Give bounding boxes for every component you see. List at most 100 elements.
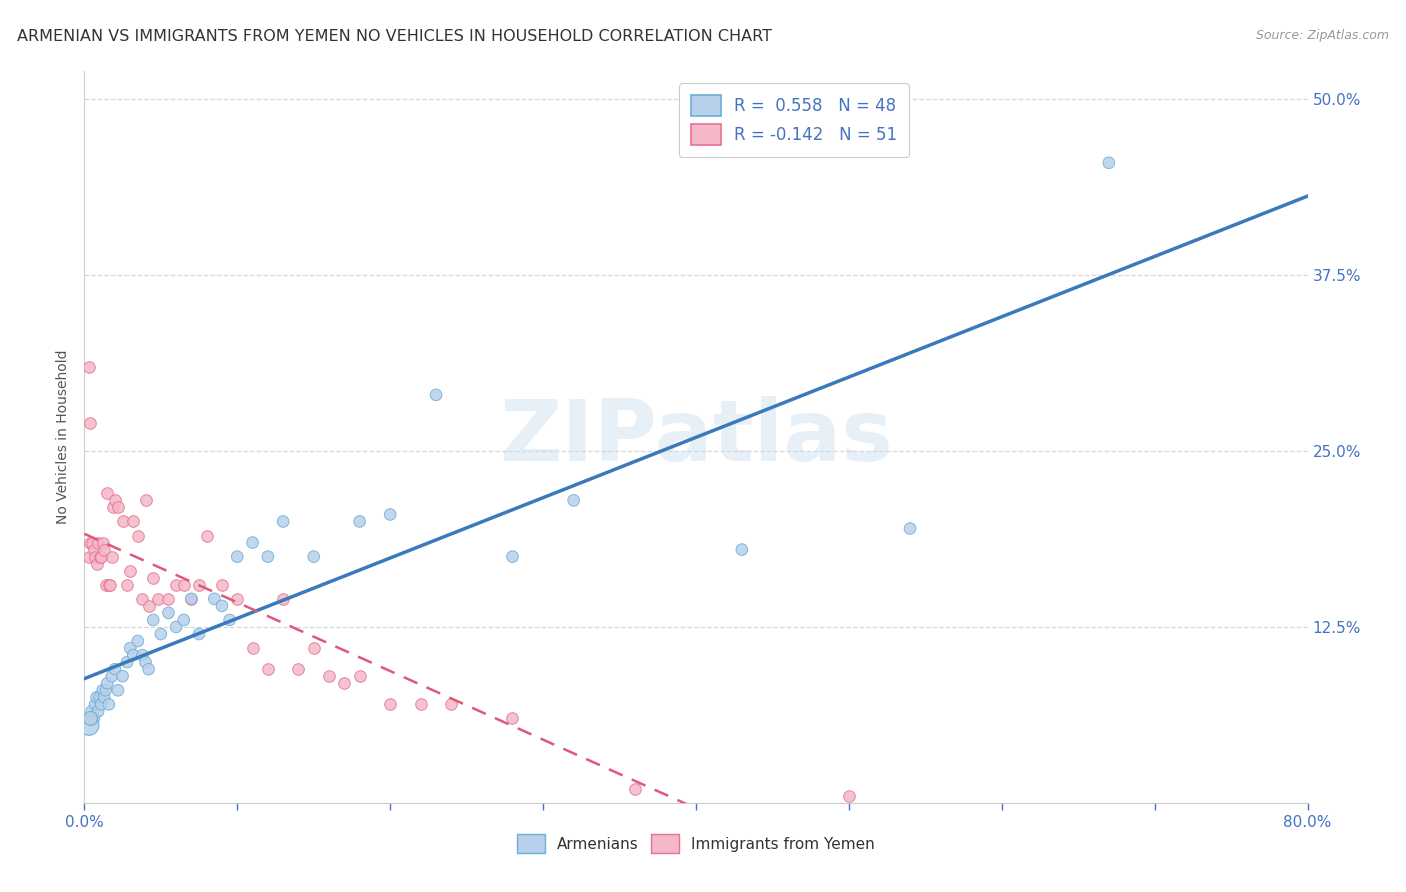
Point — [91, 683, 114, 698]
Point — [90, 698, 112, 712]
Point — [97, 578, 120, 592]
Point — [131, 591, 153, 606]
Point — [111, 669, 134, 683]
Point — [127, 528, 149, 542]
Point — [173, 578, 195, 592]
Point — [138, 599, 160, 613]
Point — [84, 549, 107, 564]
Point — [83, 711, 105, 725]
Point — [122, 648, 145, 662]
Point — [101, 549, 124, 564]
Point — [120, 564, 142, 578]
Point — [257, 662, 280, 676]
Point — [202, 591, 225, 606]
Point — [242, 641, 264, 656]
Point — [211, 599, 233, 613]
Point — [502, 711, 524, 725]
Point — [77, 549, 100, 564]
Point — [409, 698, 432, 712]
Point — [98, 578, 121, 592]
Point — [89, 549, 111, 564]
Point — [180, 591, 202, 606]
Point — [80, 705, 103, 719]
Point — [135, 493, 157, 508]
Point — [349, 515, 371, 529]
Point — [122, 515, 145, 529]
Point — [115, 655, 138, 669]
Point — [101, 669, 124, 683]
Point — [131, 648, 153, 662]
Point — [120, 641, 142, 656]
Point — [257, 549, 280, 564]
Point — [90, 549, 112, 564]
Point — [104, 493, 127, 508]
Text: Source: ZipAtlas.com: Source: ZipAtlas.com — [1256, 29, 1389, 42]
Point — [96, 486, 118, 500]
Point — [242, 535, 264, 549]
Point — [91, 535, 114, 549]
Point — [380, 508, 402, 522]
Point — [271, 591, 294, 606]
Point — [103, 500, 125, 515]
Point — [94, 578, 117, 592]
Point — [84, 698, 107, 712]
Point — [318, 669, 340, 683]
Point — [624, 781, 647, 796]
Point — [226, 549, 249, 564]
Point — [195, 528, 218, 542]
Point — [440, 698, 463, 712]
Point — [287, 662, 309, 676]
Point — [127, 634, 149, 648]
Point — [349, 669, 371, 683]
Point — [146, 591, 169, 606]
Point — [218, 613, 240, 627]
Point — [104, 662, 127, 676]
Point — [380, 698, 402, 712]
Point — [86, 557, 108, 571]
Point — [562, 493, 585, 508]
Point — [502, 549, 524, 564]
Point — [135, 655, 157, 669]
Point — [149, 627, 172, 641]
Point — [94, 683, 117, 698]
Point — [157, 606, 180, 620]
Point — [1098, 156, 1121, 170]
Point — [79, 535, 101, 549]
Point — [107, 683, 129, 698]
Point — [79, 416, 101, 430]
Point — [165, 620, 187, 634]
Point — [111, 515, 134, 529]
Point — [115, 578, 138, 592]
Point — [226, 591, 249, 606]
Point — [157, 591, 180, 606]
Point — [188, 578, 211, 592]
Point — [302, 641, 325, 656]
Point — [79, 711, 101, 725]
Point — [188, 627, 211, 641]
Text: ZIPatlas: ZIPatlas — [499, 395, 893, 479]
Point — [271, 515, 294, 529]
Point — [87, 535, 110, 549]
Y-axis label: No Vehicles in Household: No Vehicles in Household — [56, 350, 70, 524]
Point — [425, 388, 447, 402]
Point — [96, 676, 118, 690]
Point — [142, 571, 165, 585]
Point — [77, 718, 100, 732]
Legend: Armenians, Immigrants from Yemen: Armenians, Immigrants from Yemen — [510, 826, 882, 861]
Point — [87, 705, 110, 719]
Point — [80, 535, 103, 549]
Point — [83, 542, 105, 557]
Point — [173, 613, 195, 627]
Point — [93, 542, 115, 557]
Point — [838, 789, 860, 803]
Point — [77, 359, 100, 374]
Point — [107, 500, 129, 515]
Text: ARMENIAN VS IMMIGRANTS FROM YEMEN NO VEHICLES IN HOUSEHOLD CORRELATION CHART: ARMENIAN VS IMMIGRANTS FROM YEMEN NO VEH… — [17, 29, 772, 44]
Point — [731, 542, 754, 557]
Point — [898, 521, 921, 535]
Point — [180, 591, 202, 606]
Point — [138, 662, 160, 676]
Point — [211, 578, 233, 592]
Point — [333, 676, 356, 690]
Point — [93, 690, 115, 705]
